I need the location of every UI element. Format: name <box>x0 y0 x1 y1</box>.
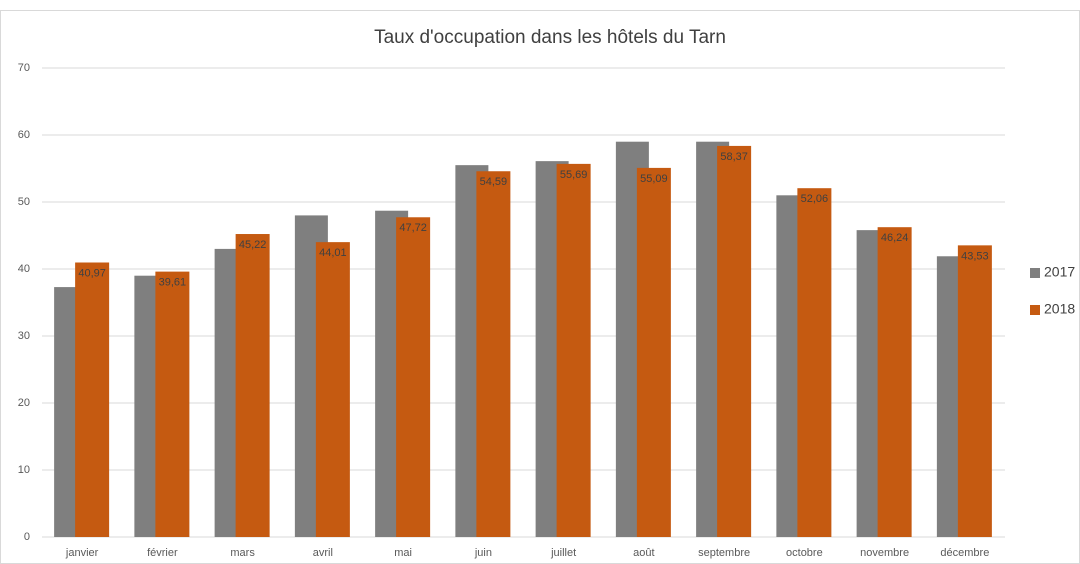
y-tick-label: 0 <box>24 531 30 543</box>
bar <box>315 242 350 537</box>
legend-swatch <box>1030 268 1040 278</box>
x-tick-label: mai <box>394 547 412 559</box>
x-tick-label: janvier <box>65 547 99 559</box>
x-tick-label: octobre <box>786 547 823 559</box>
y-tick-label: 60 <box>18 129 30 141</box>
bar <box>636 167 671 537</box>
y-tick-label: 70 <box>18 62 30 74</box>
data-label: 44,01 <box>319 247 347 259</box>
data-label: 52,06 <box>801 193 829 205</box>
x-tick-label: décembre <box>940 547 989 559</box>
bar <box>235 234 270 537</box>
data-label: 54,59 <box>480 176 508 188</box>
y-tick-label: 10 <box>18 464 30 476</box>
legend-label: 2017 <box>1044 264 1075 280</box>
x-tick-label: juillet <box>550 547 576 559</box>
data-label: 55,09 <box>640 173 668 185</box>
data-label: 47,72 <box>399 222 427 234</box>
y-tick-label: 20 <box>18 397 30 409</box>
x-tick-label: avril <box>313 547 333 559</box>
x-tick-label: février <box>147 547 178 559</box>
legend-label: 2018 <box>1044 301 1075 317</box>
bar <box>476 171 511 537</box>
bar <box>396 217 431 537</box>
legend-swatch <box>1030 305 1040 315</box>
chart-title: Taux d'occupation dans les hôtels du Tar… <box>374 27 726 48</box>
bar <box>75 262 110 537</box>
data-label: 55,69 <box>560 169 588 181</box>
bar <box>556 163 591 537</box>
y-tick-label: 30 <box>18 330 30 342</box>
y-tick-label: 40 <box>18 263 30 275</box>
bar <box>877 227 912 537</box>
x-tick-label: mars <box>230 547 255 559</box>
y-tick-label: 50 <box>18 196 30 208</box>
data-label: 40,97 <box>78 267 106 279</box>
data-label: 46,24 <box>881 232 909 244</box>
data-label: 43,53 <box>961 250 989 262</box>
data-label: 39,61 <box>159 277 187 289</box>
x-tick-label: juin <box>474 547 492 559</box>
bar <box>155 271 190 537</box>
x-tick-label: septembre <box>698 547 750 559</box>
data-label: 45,22 <box>239 239 267 251</box>
bar <box>797 188 832 537</box>
x-tick-label: novembre <box>860 547 909 559</box>
bar <box>957 245 992 537</box>
data-label: 58,37 <box>720 151 748 163</box>
x-tick-label: août <box>633 547 654 559</box>
bar <box>717 145 752 537</box>
